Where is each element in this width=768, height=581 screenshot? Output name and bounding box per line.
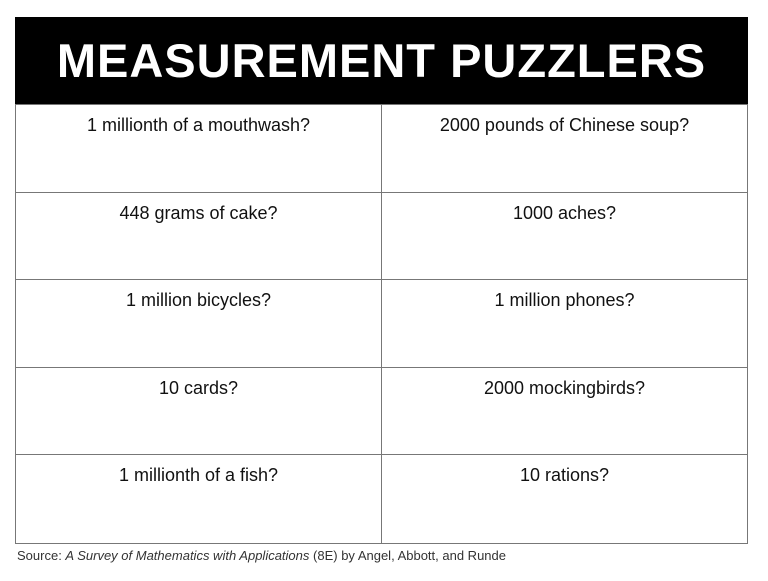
- puzzle-cell: 2000 pounds of Chinese soup?: [382, 105, 747, 193]
- puzzle-table: 1 millionth of a mouthwash? 2000 pounds …: [15, 104, 748, 544]
- puzzle-cell: 10 cards?: [16, 367, 382, 456]
- puzzle-cell: 2000 mockingbirds?: [382, 368, 747, 456]
- puzzle-cell: 1 million phones?: [382, 280, 747, 368]
- source-book-title: A Survey of Mathematics with Application…: [65, 548, 310, 563]
- page-title: MEASUREMENT PUZZLERS: [15, 17, 748, 104]
- puzzle-cell: 448 grams of cake?: [16, 192, 382, 281]
- source-suffix: (8E) by Angel, Abbott, and Runde: [309, 548, 506, 563]
- puzzle-cell: 1 millionth of a mouthwash?: [16, 105, 382, 193]
- puzzle-cell: 1000 aches?: [382, 193, 747, 281]
- source-prefix: Source:: [17, 548, 66, 563]
- puzzle-cell: 1 millionth of a fish?: [16, 455, 382, 543]
- source-citation: Source: A Survey of Mathematics with App…: [17, 548, 506, 563]
- puzzle-cell: 1 million bicycles?: [16, 280, 382, 368]
- puzzle-cell: 10 rations?: [519, 465, 610, 486]
